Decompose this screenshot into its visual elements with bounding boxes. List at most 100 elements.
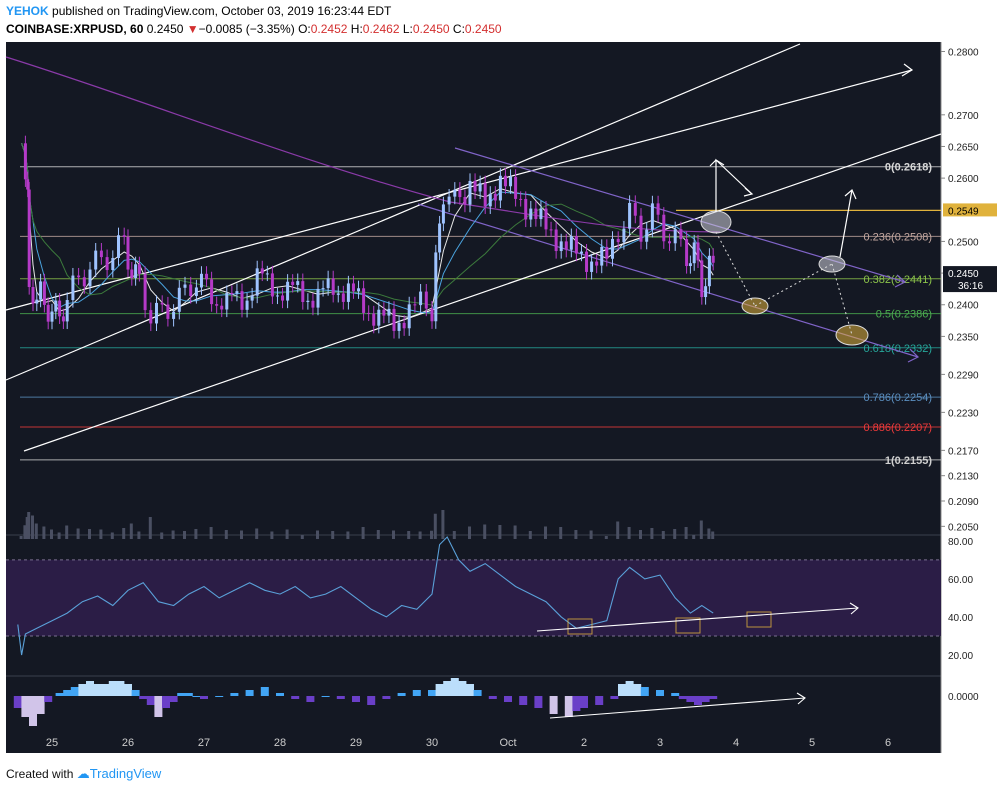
candle-body <box>166 304 170 319</box>
down-channel-lower <box>417 203 919 358</box>
price-badge <box>943 266 997 293</box>
volume-bar <box>240 530 243 539</box>
y-tick-label: 0.2600 <box>948 174 979 185</box>
candle-body <box>31 287 35 304</box>
volume-bar <box>707 528 711 539</box>
macd-bar <box>694 696 702 705</box>
channel-line-upper <box>5 43 801 381</box>
candle-body <box>351 283 355 292</box>
candle-body <box>105 257 109 271</box>
volume-bar <box>122 528 126 539</box>
macd-bar <box>572 696 581 711</box>
macd-bar <box>116 681 125 696</box>
macd-bar <box>458 681 467 696</box>
change-value: −0.0085 (−3.35%) <box>198 22 295 36</box>
volume-bar <box>42 526 46 539</box>
volume-bar <box>699 520 703 539</box>
macd-bar <box>36 696 45 714</box>
tradingview-logo-icon[interactable]: ☁ <box>76 766 90 781</box>
candle-body <box>539 208 543 220</box>
volume-bar <box>639 530 642 539</box>
fib-label-0.5: 0.5(0.2386) <box>876 309 932 321</box>
candle-body <box>579 251 583 254</box>
rsi-tick-label: 80.00 <box>948 537 973 548</box>
candle-body <box>696 242 700 261</box>
candle-body <box>39 281 43 300</box>
macd-bar <box>29 696 37 726</box>
candle-body <box>453 189 457 197</box>
symbol-label[interactable]: COINBASE:XRPUSD, 60 <box>6 22 144 36</box>
volume-bar <box>498 525 502 539</box>
candle-body <box>392 308 396 331</box>
projection-path <box>831 263 853 336</box>
arrowhead-icon <box>894 274 907 288</box>
fib-label-1: 1(0.2155) <box>885 455 932 467</box>
open-value: 0.2452 <box>310 22 348 36</box>
candle-body <box>336 293 340 295</box>
macd-bar <box>686 696 695 702</box>
open-label: O: <box>298 22 311 36</box>
candle-body <box>402 322 406 329</box>
volume-bar <box>346 531 350 539</box>
volume-bar <box>559 527 563 539</box>
volume-bar <box>137 531 141 539</box>
candle-body <box>549 229 553 231</box>
candle-body <box>434 252 438 322</box>
candle-body <box>42 281 46 305</box>
macd-bar <box>709 696 718 699</box>
candles <box>23 135 715 339</box>
volume-bar <box>27 512 31 539</box>
macd-bar <box>63 690 72 696</box>
candle-body <box>668 241 671 244</box>
rsi-highlight-box <box>746 611 772 628</box>
volume-bar <box>25 517 29 539</box>
volume-bar <box>209 527 213 539</box>
chart-area[interactable]: 0(0.2618)0.236(0.2508)0.382(0.2441)0.5(0… <box>0 42 998 760</box>
macd-bar <box>55 693 64 696</box>
macd-bar <box>580 696 588 708</box>
volume-bar <box>483 524 487 539</box>
macd-bar <box>435 684 444 696</box>
macd-bar <box>154 696 163 717</box>
candle-body <box>419 291 423 306</box>
volume-bar <box>418 531 422 539</box>
macd-bar <box>412 690 421 696</box>
y-tick-label: 0.2230 <box>948 408 979 419</box>
macd-bar <box>367 696 376 705</box>
macd-bar <box>306 696 315 702</box>
publish-text: published on TradingView.com, October 03… <box>52 4 392 18</box>
candle-body <box>382 309 386 316</box>
candle-body <box>210 279 214 305</box>
candle-body <box>662 214 666 242</box>
candle-body <box>595 261 599 266</box>
macd-bar <box>78 684 87 696</box>
volume-bar <box>376 530 380 539</box>
candle-body <box>447 196 451 205</box>
candle-body <box>26 179 30 190</box>
volume-bar <box>57 532 61 539</box>
macd-bar <box>397 693 406 696</box>
macd-bar <box>450 678 459 696</box>
volume-bar <box>452 531 456 539</box>
volume-bar <box>171 530 175 539</box>
macd-bar <box>671 693 680 696</box>
candle-body <box>99 250 103 258</box>
candle-body <box>341 293 345 302</box>
candle-body <box>265 273 269 275</box>
candle-body <box>250 295 254 301</box>
macd-bar <box>488 696 497 699</box>
macd-pane <box>13 678 806 726</box>
candle-body <box>478 183 482 192</box>
macd-bar <box>215 696 224 697</box>
candle-body <box>574 236 578 254</box>
tradingview-brand[interactable]: TradingView <box>89 766 162 781</box>
rsi-line <box>17 536 714 656</box>
candle-body <box>362 288 366 313</box>
candle-body <box>357 288 361 292</box>
macd-bar <box>336 696 345 699</box>
volume-bar <box>692 535 696 539</box>
candle-body <box>611 238 614 259</box>
candle-body <box>463 197 467 205</box>
author-name[interactable]: YEHOK <box>6 4 49 18</box>
price-axis <box>941 42 998 753</box>
